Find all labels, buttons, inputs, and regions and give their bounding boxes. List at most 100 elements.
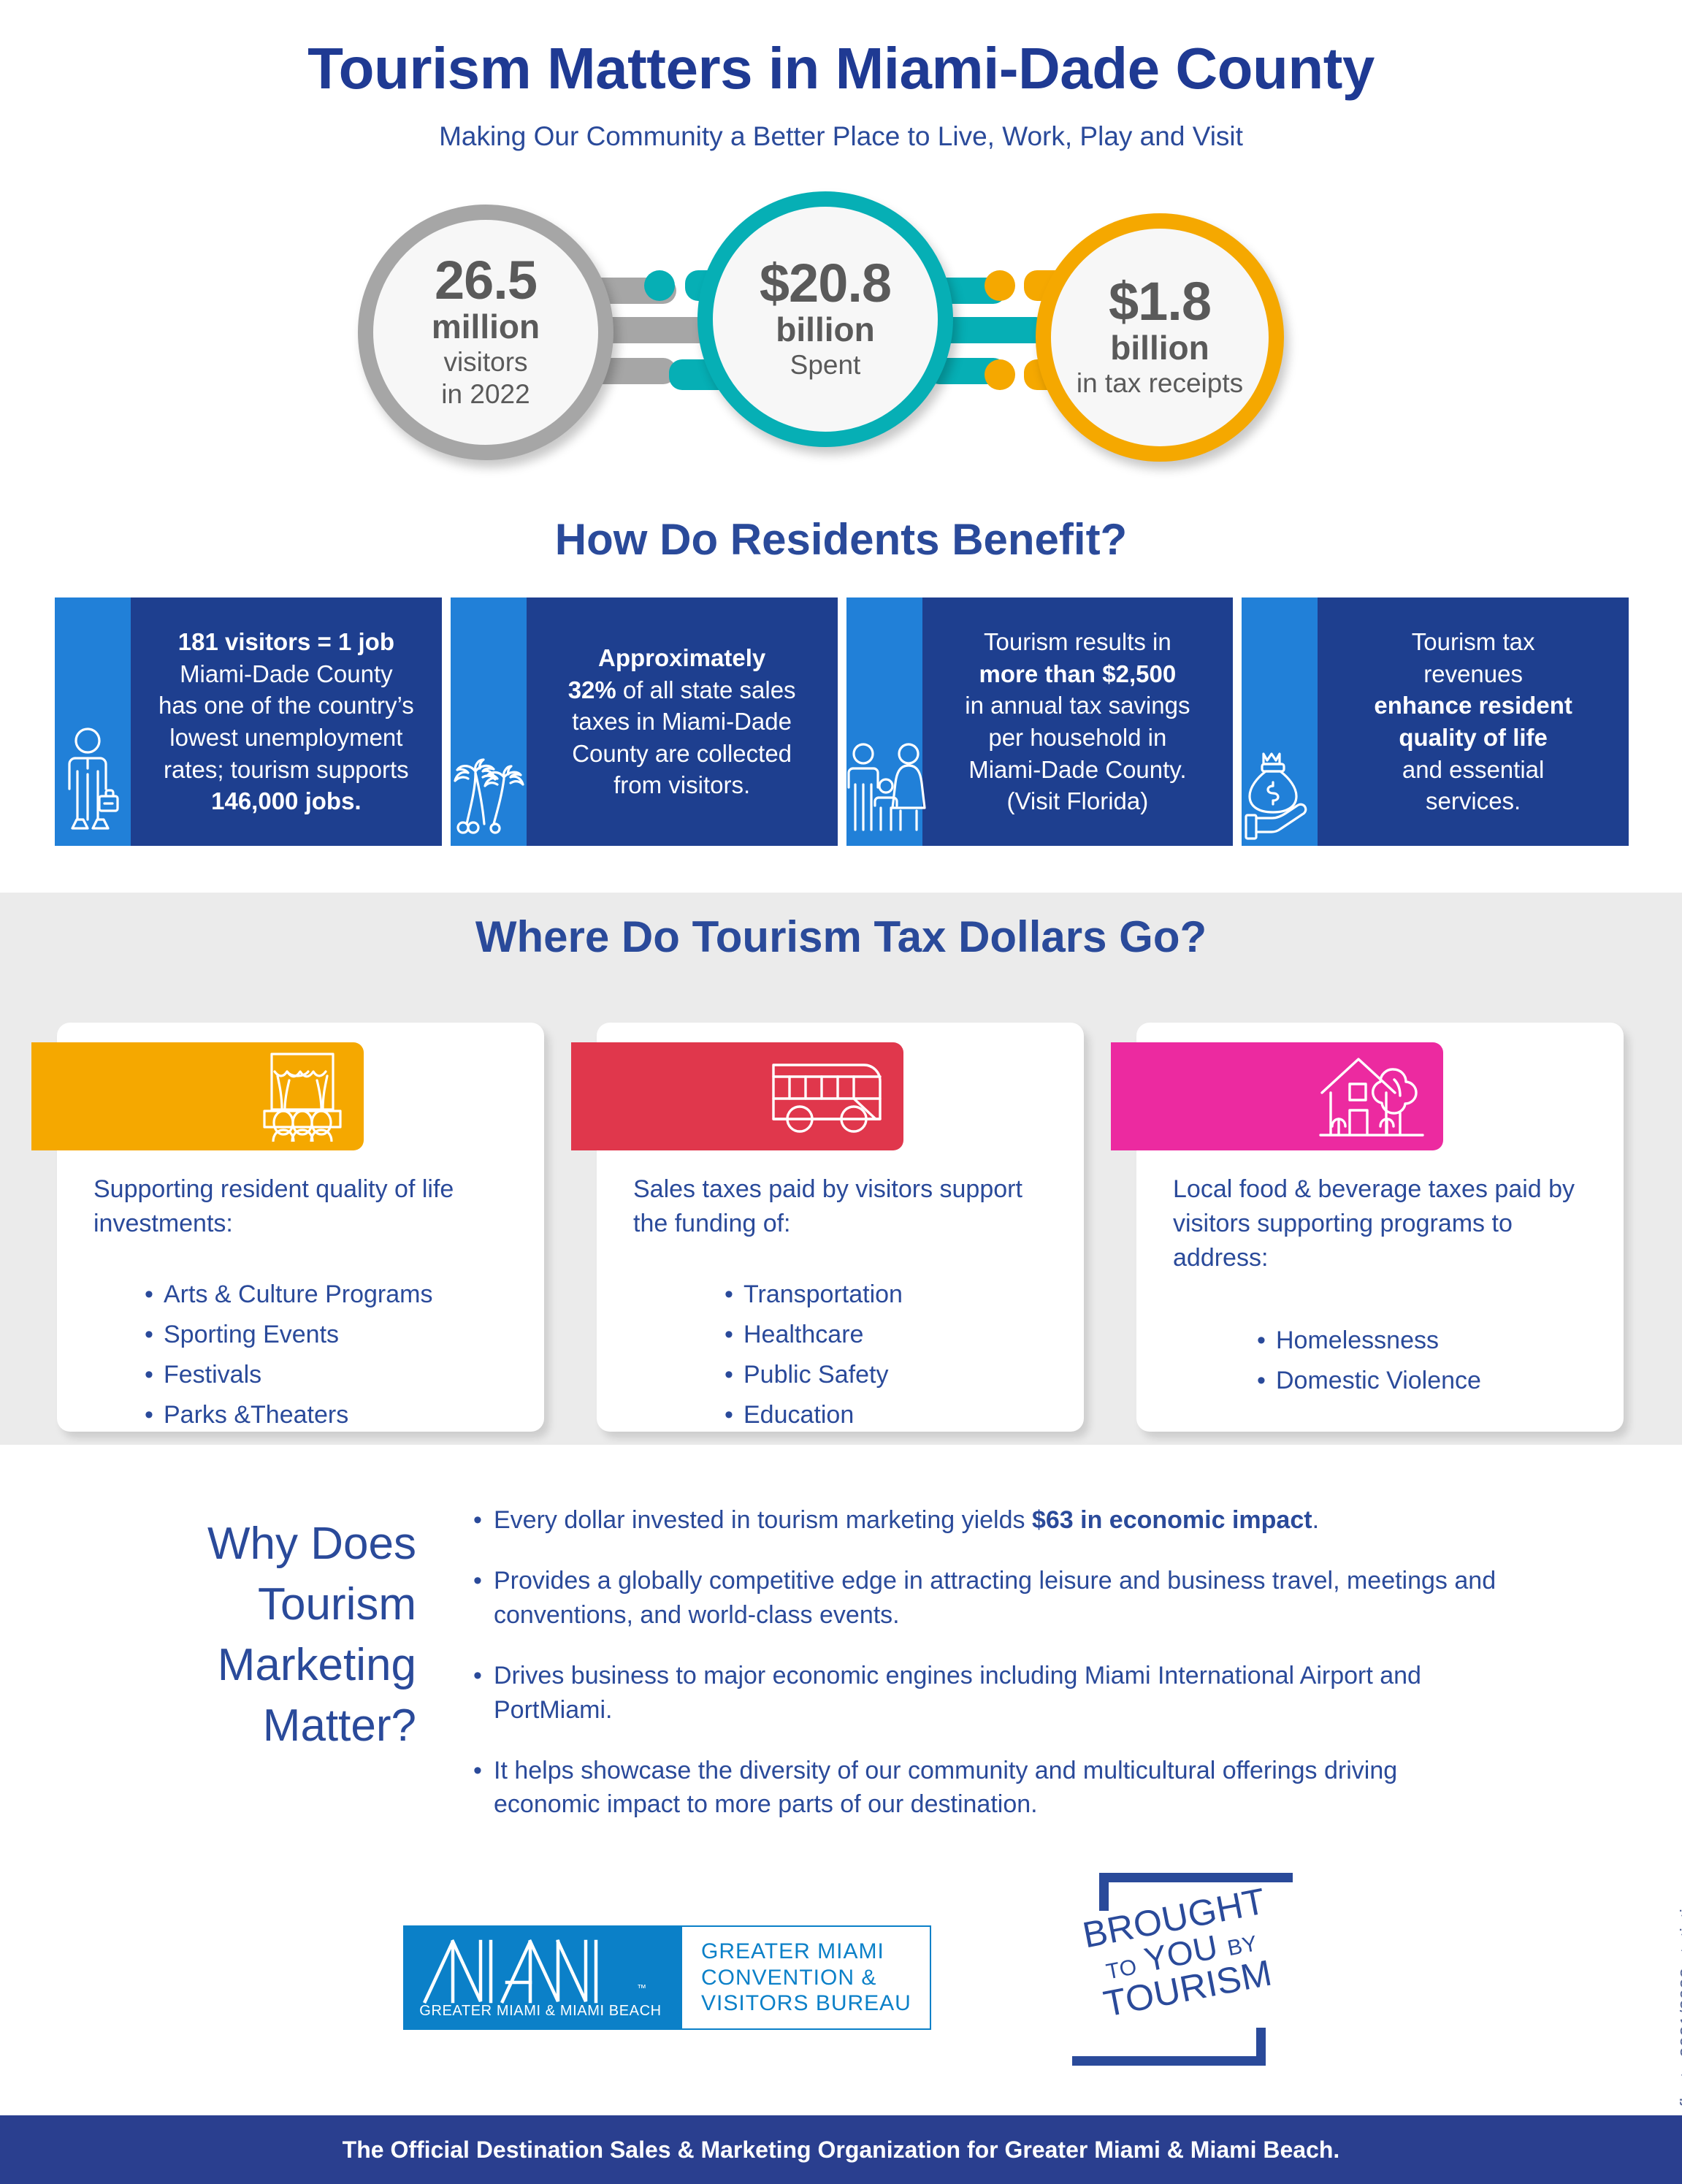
card-lead-quality-of-life: Supporting resident quality of life inve… <box>93 1175 454 1237</box>
theater-stage-icon <box>253 1051 346 1142</box>
tax-dollars-cards-row: Supporting resident quality of life inve… <box>31 1023 1624 1435</box>
list-item: Arts & Culture Programs <box>145 1275 522 1315</box>
stat-caption-visitors-2: in 2022 <box>441 379 530 410</box>
benefit-line: (Visit Florida) <box>1006 787 1149 815</box>
benefit-line: revenues <box>1423 660 1523 687</box>
stat-value-tax: $1.8 <box>1108 271 1212 332</box>
why-label-line: Tourism <box>257 1579 416 1630</box>
why-item-suffix: . <box>1312 1506 1320 1534</box>
why-item: It helps showcase the diversity of our c… <box>473 1754 1510 1822</box>
gmcvb-line-2: CONVENTION & <box>701 1965 877 1990</box>
benefit-line: Tourism tax <box>1411 628 1535 656</box>
miami-wordmark-icon: ™ <box>421 1937 662 2008</box>
card-lead-food-beverage: Local food & beverage taxes paid by visi… <box>1173 1175 1575 1272</box>
card-lead-sales-taxes: Sales taxes paid by visitors support the… <box>633 1175 1022 1237</box>
bus-icon <box>769 1056 886 1137</box>
why-label-line: Matter? <box>262 1700 416 1752</box>
benefit-line: and essential <box>1402 755 1545 783</box>
connector-teal-dot-left <box>644 270 675 301</box>
list-item: Homelessness <box>1257 1321 1602 1361</box>
why-item-text: Provides a globally competitive edge in … <box>494 1566 1496 1629</box>
card-banner-sales-taxes <box>571 1042 903 1150</box>
bracket-bottom-left-icon <box>1072 2028 1266 2066</box>
card-body-food-beverage: Local food & beverage taxes paid by visi… <box>1173 1172 1602 1401</box>
benefit-line: per household in <box>988 724 1167 751</box>
gmcvb-line-3: VISITORS BUREAU <box>701 1991 911 2016</box>
why-item-text: Drives business to major economic engine… <box>494 1661 1421 1724</box>
list-item: Parks &Theaters <box>145 1395 522 1435</box>
benefit-line: County are collected <box>572 739 792 767</box>
benefit-box-quality-of-life: Tourism tax revenues enhance resident qu… <box>1242 597 1629 846</box>
card-list-food-beverage: Homelessness Domestic Violence <box>1173 1321 1602 1401</box>
benefit-box-sales-tax: Approximately 32% of all state sales tax… <box>450 597 838 846</box>
brought-logo-text: BROUGHT TO YOU BY TOURISM <box>1052 1877 1310 2030</box>
gmcvb-line-1: GREATER MIAMI <box>701 1939 884 1963</box>
house-tree-icon <box>1318 1050 1426 1142</box>
card-banner-food-beverage <box>1111 1042 1443 1150</box>
why-marketing-list: Every dollar invested in tourism marketi… <box>473 1503 1510 1848</box>
list-item: Festivals <box>145 1355 522 1395</box>
stat-circle-visitors: 26.5 million visitors in 2022 <box>358 205 613 460</box>
benefit-line: 146,000 jobs. <box>211 787 362 815</box>
why-label-line: Marketing <box>217 1640 416 1691</box>
family-icon <box>846 597 926 846</box>
benefit-line: services. <box>1426 787 1521 815</box>
benefit-line: Tourism results in <box>984 628 1171 656</box>
benefit-box-jobs: 181 visitors = 1 job Miami-Dade County h… <box>55 597 442 846</box>
why-item: Provides a globally competitive edge in … <box>473 1564 1510 1633</box>
stat-unit-tax: billion <box>1110 329 1209 367</box>
why-item-text: It helps showcase the diversity of our c… <box>494 1756 1398 1819</box>
card-list-quality-of-life: Arts & Culture Programs Sporting Events … <box>93 1275 522 1435</box>
business-traveler-icon <box>55 597 131 846</box>
card-banner-quality-of-life <box>31 1042 364 1150</box>
list-item: Healthcare <box>725 1315 1062 1355</box>
stat-circle-tax: $1.8 billion in tax receipts <box>1036 213 1284 462</box>
benefit-line: Approximately <box>598 644 766 672</box>
benefit-line: quality of life <box>1399 724 1548 751</box>
benefit-line: has one of the country’s <box>158 692 414 719</box>
benefit-text-quality-of-life: Tourism tax revenues enhance resident qu… <box>1318 597 1629 846</box>
benefit-line: rates; tourism supports <box>164 755 409 783</box>
benefit-line: from visitors. <box>613 771 751 799</box>
stat-caption-visitors-1: visitors <box>443 347 528 378</box>
list-item: Domestic Violence <box>1257 1361 1602 1401</box>
stat-unit-spent: billion <box>776 310 875 349</box>
tax-card-food-beverage: Local food & beverage taxes paid by visi… <box>1111 1023 1624 1432</box>
money-bag-hand-icon <box>1242 597 1318 846</box>
benefit-line: Miami-Dade County <box>180 660 393 687</box>
brought-to-you-by-tourism-logo: BROUGHT TO YOU BY TOURISM <box>1060 1861 1301 2073</box>
connector-orange-dot-left <box>985 270 1015 301</box>
section-heading-benefit: How Do Residents Benefit? <box>554 515 1128 564</box>
benefit-line: Miami-Dade County. <box>968 755 1187 783</box>
benefit-line: in annual tax savings <box>965 692 1190 719</box>
benefit-line: more than $2,500 <box>979 660 1177 687</box>
card-list-sales-taxes: Transportation Healthcare Public Safety … <box>633 1275 1062 1435</box>
connector-orange-dot-lower <box>985 359 1015 390</box>
benefit-line: 181 visitors = 1 job <box>177 628 394 656</box>
stat-circle-spent: $20.8 billion Spent <box>697 191 953 447</box>
stat-circles-group: 26.5 million visitors in 2022 $20.8 bill… <box>0 191 1682 498</box>
why-item: Drives business to major economic engine… <box>473 1659 1510 1727</box>
list-item: Transportation <box>725 1275 1062 1315</box>
gmcvb-logo-text-panel: GREATER MIAMI CONVENTION & VISITORS BURE… <box>682 1927 930 2028</box>
why-item-emphasis: $63 in economic impact <box>1031 1506 1312 1534</box>
palm-trees-icon <box>450 597 527 846</box>
benefit-text-household-savings: Tourism results in more than $2,500 in a… <box>922 597 1234 846</box>
why-marketing-label: Why Does Tourism Marketing Matter? <box>110 1513 416 1756</box>
benefit-text-jobs: 181 visitors = 1 job Miami-Dade County h… <box>131 597 442 846</box>
stat-value-visitors: 26.5 <box>434 250 538 311</box>
tax-card-sales-taxes: Sales taxes paid by visitors support the… <box>571 1023 1084 1435</box>
benefit-line: enhance resident <box>1374 692 1572 719</box>
benefit-line: 32% <box>567 676 616 703</box>
stat-value-spent: $20.8 <box>759 253 892 314</box>
stat-caption-spent: Spent <box>790 350 861 381</box>
benefit-boxes-row: 181 visitors = 1 job Miami-Dade County h… <box>55 597 1629 846</box>
gmcvb-logo-mark-panel: ™ GREATER MIAMI & MIAMI BEACH <box>405 1927 682 2028</box>
benefit-line-suffix: of all state sales <box>616 676 796 703</box>
gmcvb-logo-tagline: GREATER MIAMI & MIAMI BEACH <box>419 2003 662 2019</box>
stat-unit-visitors: million <box>431 308 540 346</box>
card-body-quality-of-life: Supporting resident quality of life inve… <box>93 1172 522 1435</box>
footer-bar: The Official Destination Sales & Marketi… <box>0 2115 1682 2184</box>
stat-caption-tax: in tax receipts <box>1076 368 1244 399</box>
